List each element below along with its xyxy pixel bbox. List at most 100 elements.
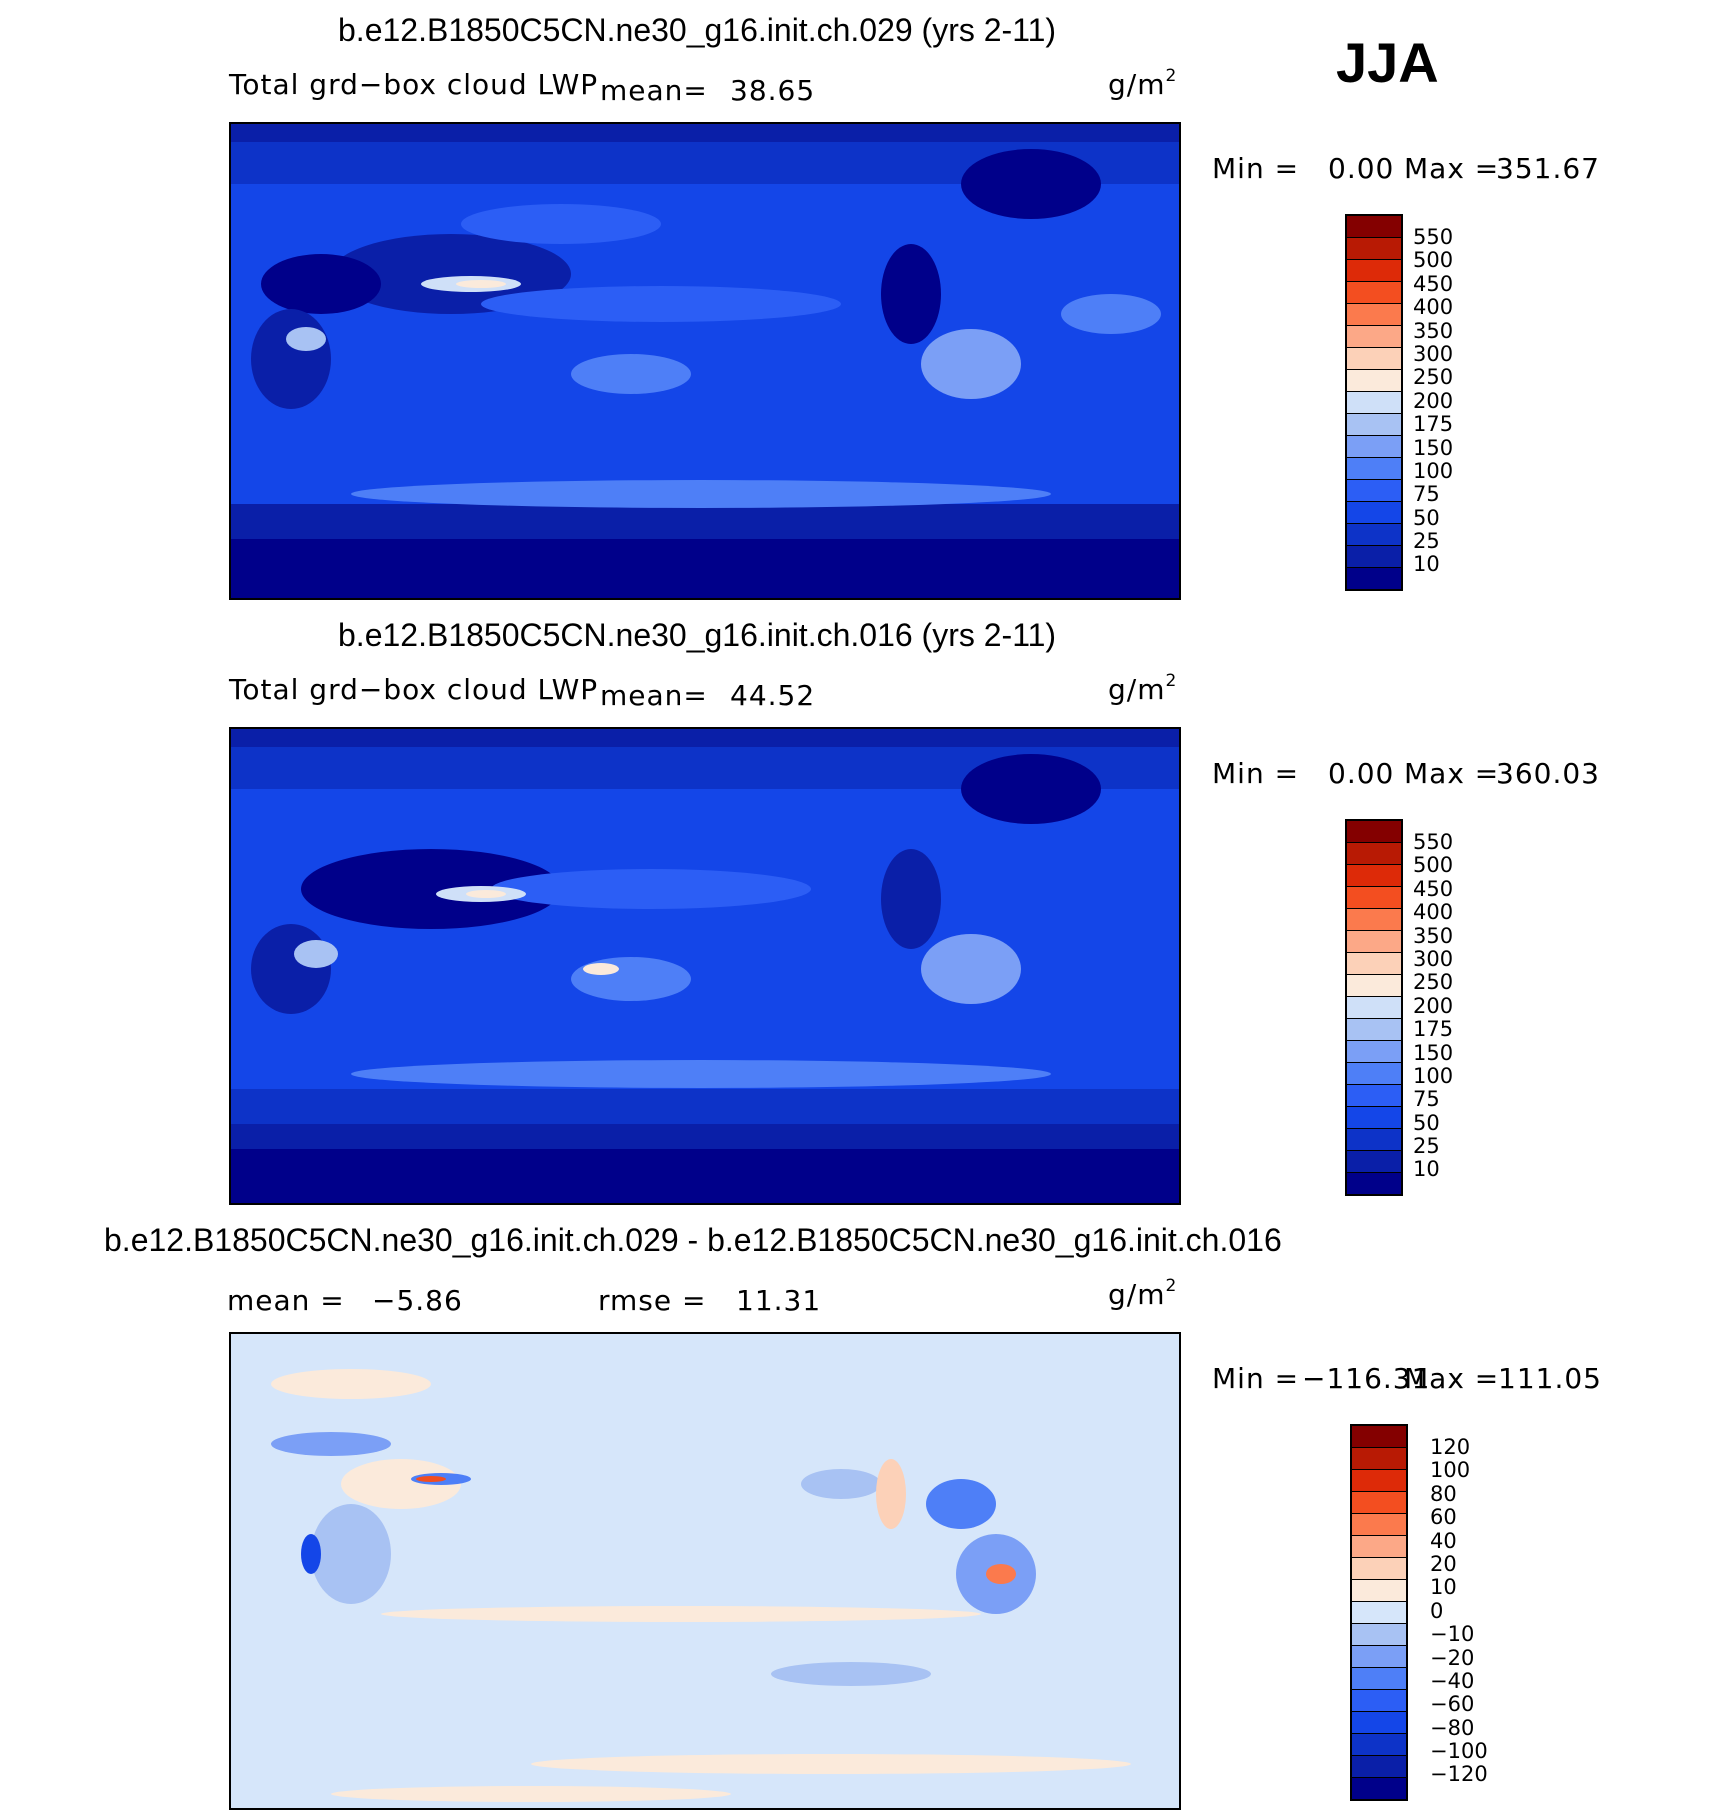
colorbar-tick-label: 100 [1413,1063,1454,1088]
panel3-min-value: −116.31 [1302,1362,1431,1395]
panel2-units: g/m2 [1108,671,1178,706]
panel1-field-label: Total grd−box cloud LWP [229,68,599,101]
panel1-min-label: Min = [1212,152,1300,185]
colorbar-swatch [1347,864,1401,886]
colorbar-swatch [1352,1733,1406,1755]
panel3-map [229,1332,1181,1810]
colorbar-tick-label: 75 [1413,1087,1440,1112]
panel3-mean-value: −5.86 [372,1284,463,1317]
panel1-units: g/m2 [1108,66,1178,101]
colorbar-swatch [1347,1106,1401,1128]
colorbar-tick-label: −40 [1430,1668,1475,1693]
colorbar-tick-label: 150 [1413,1040,1454,1065]
panel3-rmse-label: rmse = [598,1284,707,1317]
colorbar-swatch [1347,523,1401,545]
colorbar-swatch [1347,974,1401,996]
colorbar-swatch [1352,1579,1406,1601]
colorbar-swatch [1347,216,1401,237]
panel3-units: g/m2 [1108,1276,1178,1311]
colorbar-swatch [1347,952,1401,974]
colorbar-tick-label: −20 [1430,1645,1475,1670]
colorbar-swatch [1352,1689,1406,1711]
colorbar-swatch [1352,1645,1406,1667]
panel1-max-label: Max = [1404,152,1500,185]
colorbar-tick-label: 200 [1413,993,1454,1018]
colorbar-swatch [1347,1150,1401,1172]
colorbar-swatch [1347,821,1401,842]
panel2-title: b.e12.B1850C5CN.ne30_g16.init.ch.016 (yr… [338,617,1057,653]
colorbar-swatch [1347,391,1401,413]
colorbar-swatch [1347,413,1401,435]
colorbar-tick-label: 75 [1413,482,1440,507]
colorbar-swatch [1352,1755,1406,1777]
colorbar-tick-label: 175 [1413,412,1454,437]
panel2-mean-value: 44.52 [730,679,816,712]
panel1-mean-label: mean= [600,74,708,107]
colorbar-swatch [1352,1711,1406,1733]
colorbar-swatch [1347,1172,1401,1194]
colorbar-swatch [1347,1040,1401,1062]
colorbar-tick-label: 150 [1413,435,1454,460]
colorbar-swatch [1347,1018,1401,1040]
panel1-colorbar [1345,214,1403,591]
colorbar-tick-label: 450 [1413,271,1454,296]
colorbar-swatch [1352,1513,1406,1535]
panel2-field-label: Total grd−box cloud LWP [229,673,599,706]
colorbar-swatch [1352,1535,1406,1557]
colorbar-tick-label: −80 [1430,1715,1475,1740]
colorbar-swatch [1347,347,1401,369]
panel3-title: b.e12.B1850C5CN.ne30_g16.init.ch.029 - b… [104,1222,1282,1258]
panel2-map-field [231,729,1179,1203]
colorbar-tick-label: 100 [1430,1458,1471,1483]
colorbar-swatch [1347,842,1401,864]
colorbar-tick-label: 25 [1413,1134,1440,1159]
colorbar-tick-label: 80 [1430,1481,1457,1506]
panel2-map [229,727,1181,1205]
colorbar-swatch [1347,1084,1401,1106]
panel3-max-value: 111.05 [1498,1362,1602,1395]
panel1-mean-value: 38.65 [730,74,816,107]
colorbar-swatch [1352,1447,1406,1469]
colorbar-swatch [1347,1062,1401,1084]
colorbar-swatch [1352,1426,1406,1447]
season-label: JJA [1336,31,1439,94]
colorbar-tick-label: 60 [1430,1505,1457,1530]
colorbar-tick-label: 10 [1430,1575,1457,1600]
colorbar-swatch [1352,1557,1406,1579]
colorbar-tick-label: 500 [1413,853,1454,878]
panel2-min-label: Min = [1212,757,1300,790]
colorbar-swatch [1347,281,1401,303]
panel2-min-value: 0.00 [1328,757,1395,790]
colorbar-tick-label: 10 [1413,1157,1440,1182]
panel2-mean-label: mean= [600,679,708,712]
colorbar-tick-label: −120 [1430,1762,1488,1787]
panel2-colorbar [1345,819,1403,1196]
panel3-min-label: Min = [1212,1362,1300,1395]
colorbar-swatch [1352,1667,1406,1689]
colorbar-tick-label: 40 [1430,1528,1457,1553]
colorbar-swatch [1347,457,1401,479]
colorbar-swatch [1347,303,1401,325]
colorbar-tick-label: 250 [1413,365,1454,390]
colorbar-swatch [1352,1623,1406,1645]
colorbar-swatch [1347,259,1401,281]
colorbar-swatch [1347,1128,1401,1150]
colorbar-tick-label: 0 [1430,1598,1444,1623]
colorbar-tick-label: 300 [1413,946,1454,971]
colorbar-swatch [1352,1601,1406,1623]
colorbar-swatch [1347,545,1401,567]
panel3-map-field [231,1334,1179,1808]
colorbar-tick-label: −60 [1430,1692,1475,1717]
colorbar-swatch [1347,435,1401,457]
colorbar-tick-label: 400 [1413,295,1454,320]
colorbar-tick-label: 350 [1413,318,1454,343]
colorbar-tick-label: 200 [1413,388,1454,413]
colorbar-tick-label: 250 [1413,970,1454,995]
colorbar-tick-label: 550 [1413,225,1454,249]
colorbar-tick-label: 100 [1413,458,1454,483]
colorbar-swatch [1347,369,1401,391]
panel3-max-label: Max = [1404,1362,1500,1395]
colorbar-tick-label: 20 [1430,1551,1457,1576]
colorbar-tick-label: −10 [1430,1622,1475,1647]
colorbar-swatch [1352,1491,1406,1513]
